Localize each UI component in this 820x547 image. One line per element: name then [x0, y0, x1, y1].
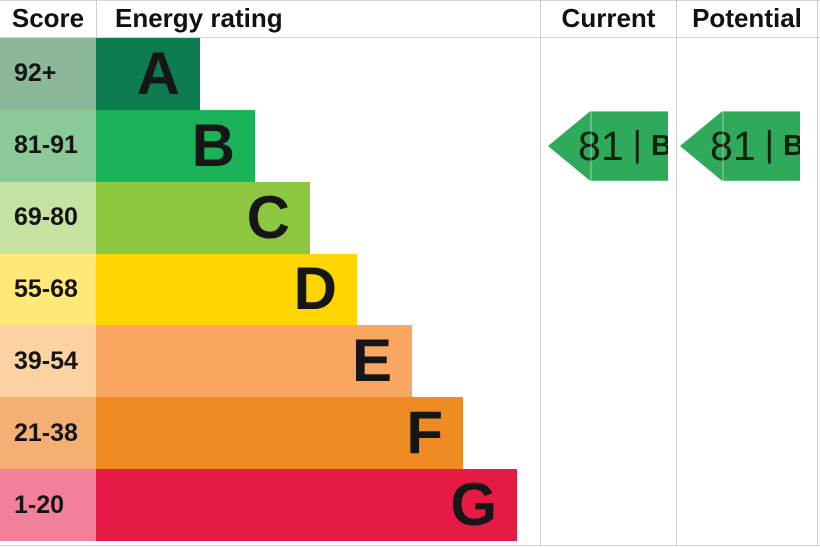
- band-letter: A: [136, 39, 180, 107]
- band-score-cell: 81-91: [0, 109, 96, 182]
- grid-right-border: [817, 0, 818, 546]
- band-score-range: 81-91: [14, 131, 78, 160]
- band-bar: E: [96, 325, 412, 398]
- band-row: 1-20 G: [0, 469, 820, 541]
- band-bar: G: [96, 469, 517, 541]
- band-letter: E: [351, 327, 392, 395]
- band-row: 21-38 F: [0, 397, 820, 470]
- band-letter: F: [406, 399, 443, 467]
- band-row: 39-54 E: [0, 325, 820, 398]
- band-score-range: 69-80: [14, 203, 78, 232]
- band-letter: D: [293, 255, 337, 323]
- band-row: 81-91 B: [0, 109, 820, 182]
- band-bar: A: [96, 38, 200, 110]
- band-letter: B: [191, 111, 235, 179]
- band-score-cell: 1-20: [0, 469, 96, 541]
- band-letter: G: [450, 471, 497, 539]
- arrow-separator: |: [632, 123, 643, 165]
- grid-divider-potential: [676, 0, 677, 546]
- band-score-cell: 21-38: [0, 397, 96, 470]
- arrow-separator: |: [764, 123, 775, 165]
- band-score-range: 21-38: [14, 418, 78, 447]
- header-current: Current: [561, 3, 656, 33]
- band-score-cell: 69-80: [0, 181, 96, 254]
- grid-bottom-line: [0, 545, 820, 546]
- header-potential: Potential: [692, 3, 802, 33]
- grid-divider-current: [540, 0, 541, 546]
- band-bar: C: [96, 181, 310, 254]
- band-score-cell: 39-54: [0, 325, 96, 398]
- grid-divider-score: [96, 0, 97, 37]
- band-row: 92+ A: [0, 38, 820, 110]
- grid-top-line: [0, 0, 820, 1]
- band-bar: D: [96, 253, 357, 326]
- current-rating-letter: B: [651, 129, 672, 162]
- header-score: Score: [11, 3, 85, 33]
- current-score-value: 81: [578, 122, 624, 169]
- band-score-range: 55-68: [14, 274, 78, 303]
- band-score-range: 1-20: [14, 490, 65, 519]
- grid-header-underline: [0, 37, 820, 38]
- band-score-cell: 92+: [0, 38, 96, 110]
- band-score-range: 92+: [14, 59, 57, 88]
- band-letter: C: [246, 183, 290, 251]
- header-energy-rating: Energy rating: [115, 3, 283, 33]
- potential-score-value: 81: [710, 122, 756, 169]
- band-bar: F: [96, 397, 463, 470]
- band-score-range: 39-54: [14, 346, 78, 375]
- band-score-cell: 55-68: [0, 253, 96, 326]
- band-bar: B: [96, 109, 255, 182]
- band-row: 69-80 C: [0, 181, 820, 254]
- potential-rating-letter: B: [783, 129, 804, 162]
- band-row: 55-68 D: [0, 253, 820, 326]
